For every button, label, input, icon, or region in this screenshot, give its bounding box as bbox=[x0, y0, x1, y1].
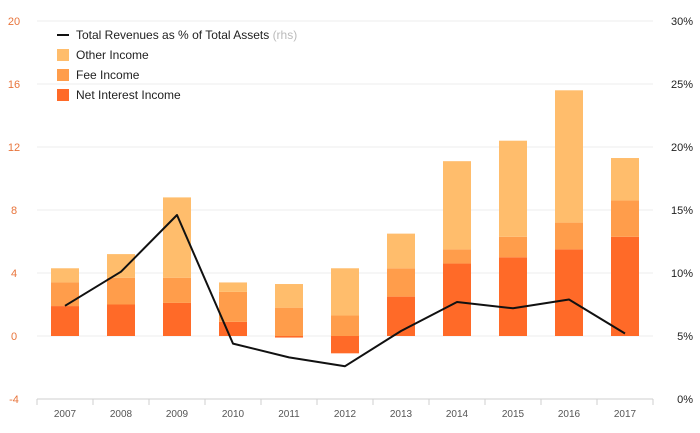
x-tick-label: 2013 bbox=[390, 409, 413, 420]
bar-segment bbox=[443, 249, 471, 264]
bar-segment bbox=[611, 200, 639, 237]
bar-segment bbox=[163, 277, 191, 303]
legend-label: Other Income bbox=[76, 48, 149, 62]
bar-segment bbox=[387, 296, 415, 336]
bar-segment bbox=[163, 302, 191, 336]
bar-segment bbox=[331, 268, 359, 316]
bar-segment bbox=[107, 304, 135, 336]
bar-segment bbox=[611, 158, 639, 201]
bar-segment bbox=[499, 257, 527, 336]
legend-rhs-note: (rhs) bbox=[273, 28, 298, 42]
bar-segment bbox=[555, 222, 583, 250]
legend-swatch bbox=[57, 49, 69, 61]
bar-segment bbox=[331, 336, 359, 354]
bar-segment bbox=[499, 140, 527, 237]
y-right-tick-label: 10% bbox=[671, 268, 693, 280]
y-left-tick-label: -4 bbox=[9, 394, 19, 406]
bar-segment bbox=[555, 249, 583, 336]
y-right-tick-label: 20% bbox=[671, 142, 693, 154]
x-tick-label: 2014 bbox=[446, 409, 469, 420]
y-left-tick-label: 8 bbox=[11, 205, 17, 217]
y-left-tick-label: 20 bbox=[8, 16, 20, 28]
y-right-tick-label: 15% bbox=[671, 205, 693, 217]
y-right-tick-label: 30% bbox=[671, 16, 693, 28]
x-tick-label: 2011 bbox=[278, 409, 300, 420]
x-tick-label: 2008 bbox=[110, 409, 133, 420]
legend-swatch bbox=[57, 89, 69, 101]
legend-label: Net Interest Income bbox=[76, 88, 181, 102]
bar-segment bbox=[331, 315, 359, 336]
legend-swatch bbox=[57, 69, 69, 81]
legend-label-line: Total Revenues as % of Total Assets (rhs… bbox=[76, 28, 297, 42]
bar-segment bbox=[275, 284, 303, 308]
bar-segment bbox=[219, 282, 247, 292]
x-tick-label: 2017 bbox=[614, 409, 637, 420]
y-left-tick-label: 12 bbox=[8, 142, 20, 154]
bar-segment bbox=[51, 268, 79, 283]
x-tick-label: 2007 bbox=[54, 409, 77, 420]
bar-segment bbox=[219, 321, 247, 336]
bar-segment bbox=[443, 263, 471, 336]
series-line bbox=[64, 214, 626, 368]
bar-segment bbox=[107, 254, 135, 278]
bar-segment bbox=[443, 161, 471, 250]
bar-segment bbox=[219, 291, 247, 322]
bar-segment bbox=[499, 236, 527, 258]
y-right-tick-label: 5% bbox=[677, 331, 693, 343]
y-left-tick-label: 4 bbox=[11, 268, 17, 280]
bar-segment bbox=[387, 268, 415, 297]
bar-segment bbox=[611, 236, 639, 336]
y-left-tick-label: 16 bbox=[8, 79, 20, 91]
y-left-tick-label: 0 bbox=[11, 331, 17, 343]
y-right-tick-label: 0% bbox=[677, 394, 693, 406]
x-tick-label: 2009 bbox=[166, 409, 189, 420]
legend-label: Fee Income bbox=[76, 68, 140, 82]
bar-segment bbox=[275, 307, 303, 336]
x-tick-label: 2015 bbox=[502, 409, 525, 420]
x-tick-label: 2016 bbox=[558, 409, 581, 420]
bar-segment bbox=[51, 306, 79, 336]
bar-segment bbox=[275, 336, 303, 338]
x-tick-label: 2012 bbox=[334, 409, 357, 420]
bar-segment bbox=[51, 282, 79, 307]
bar-segment bbox=[107, 277, 135, 305]
bar-segment bbox=[555, 90, 583, 223]
bar-segment bbox=[387, 233, 415, 269]
y-right-tick-label: 25% bbox=[671, 79, 693, 91]
x-tick-label: 2010 bbox=[222, 409, 245, 420]
